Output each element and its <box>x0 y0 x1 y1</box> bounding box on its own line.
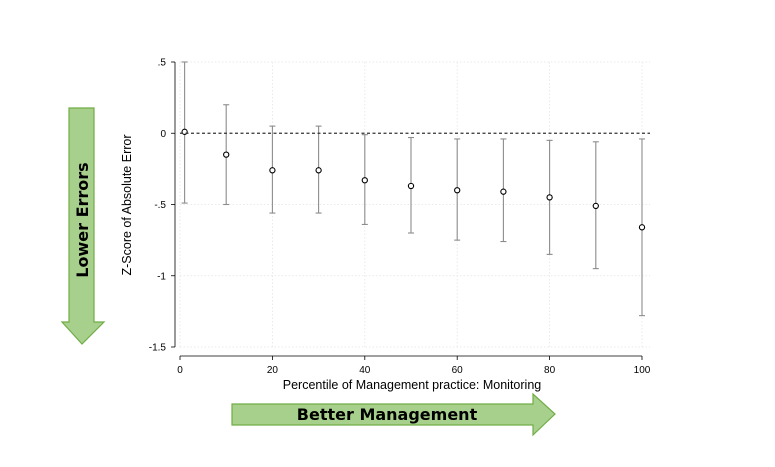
lower-errors-label: Lower Errors <box>73 162 92 277</box>
data-point <box>361 177 368 184</box>
data-point <box>546 194 553 201</box>
right-arrow-shape <box>231 392 556 437</box>
data-point <box>592 202 599 210</box>
down-arrow-shape <box>60 107 106 345</box>
data-point <box>223 151 230 158</box>
tick-labels: .5 0 -.5 -1 -1.5 0 20 40 60 80 100 <box>149 58 651 377</box>
y-axis-label: Z-Score of Absolute Error <box>120 134 134 275</box>
x-tick-label: 80 <box>544 365 556 376</box>
data-point <box>315 167 322 174</box>
data-point <box>638 224 646 231</box>
better-management-arrow: Better Management <box>231 392 556 437</box>
gridlines <box>179 61 650 348</box>
data-points <box>181 128 646 231</box>
y-tick-label: -.5 <box>154 200 166 211</box>
x-tick-label: 60 <box>452 365 464 376</box>
y-tick-label: 0 <box>160 129 166 140</box>
data-point <box>269 167 276 174</box>
axes <box>171 61 650 360</box>
x-tick-label: 100 <box>634 365 651 376</box>
error-bars <box>181 61 645 317</box>
x-axis-label: Percentile of Management practice: Monit… <box>283 378 542 392</box>
data-point <box>500 188 507 195</box>
x-tick-label: 40 <box>359 365 371 376</box>
data-point <box>454 187 461 194</box>
y-tick-label: -1 <box>157 271 166 282</box>
y-tick-label: .5 <box>158 58 167 69</box>
y-tick-label: -1.5 <box>149 343 167 354</box>
data-point <box>407 182 415 190</box>
x-tick-label: 0 <box>177 365 183 376</box>
lower-errors-arrow: Lower Errors <box>60 107 106 345</box>
x-tick-label: 20 <box>267 365 279 376</box>
better-management-label: Better Management <box>297 405 478 424</box>
